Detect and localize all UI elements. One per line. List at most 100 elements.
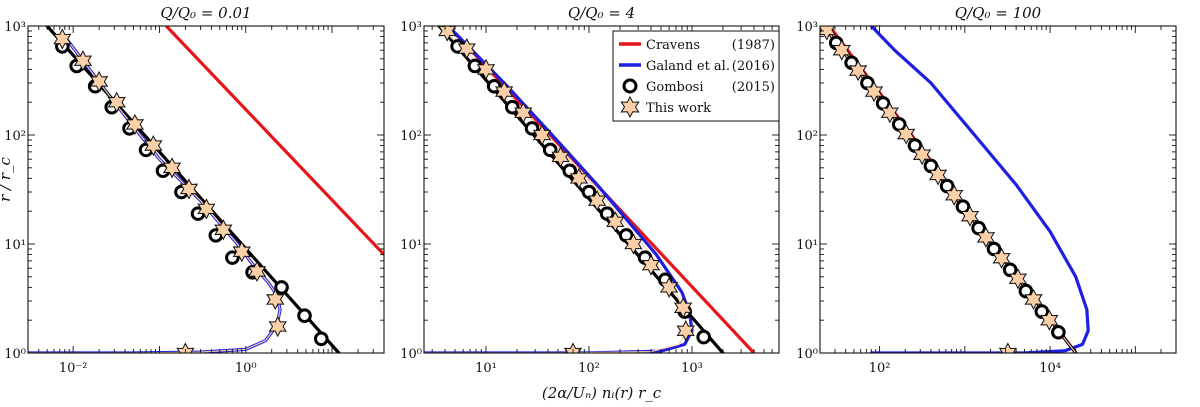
marker-star-this-work (848, 59, 868, 82)
marker-star-this-work (587, 190, 607, 212)
marker-star-this-work (673, 297, 693, 319)
marker-star-this-work (624, 233, 643, 255)
marker-star-this-work (476, 58, 496, 80)
x-tick-label: 10⁰ (235, 361, 257, 376)
plot-clip-group (28, 26, 384, 353)
marker-star-this-work (1008, 268, 1028, 290)
x-axis-label: (2α/Uₙ) nᵢ(r) r_c (542, 384, 662, 402)
panel-title: Q/Q₀ = 100 (955, 4, 1042, 22)
y-tick-label: 10¹ (796, 238, 818, 253)
marker-circle-gombosi-2015 (955, 199, 971, 214)
y-tick-label: 10¹ (400, 238, 422, 253)
legend-box (612, 30, 780, 122)
x-tick-label: 10⁴ (1039, 361, 1061, 376)
legend-label-galand-et-al: Galand et al. (646, 59, 730, 74)
series-line-gombosi-2015 (437, 26, 725, 353)
marker-star-this-work (232, 241, 251, 263)
marker-circle-gombosi-2015 (313, 331, 329, 347)
marker-circle-gombosi-2015 (1002, 262, 1018, 278)
legend: Cravens (1987)Galand et al. (2016) Gombosi (… (612, 30, 780, 122)
panel-q-100: 10² 10⁴ 10⁰ 10¹ 10² 10³ Q/Q₀ = 100 (796, 4, 1177, 376)
marker-star-this-work (73, 50, 93, 72)
legend-label-gombosi: Gombosi (646, 80, 704, 95)
plot-clip-group (424, 26, 756, 353)
marker-star-this-work (563, 342, 583, 353)
marker-star-this-work (928, 164, 948, 186)
marker-star-this-work (494, 81, 514, 103)
axes-frame (27, 25, 385, 354)
y-tick-label: 10³ (796, 20, 818, 35)
marker-star-this-work (976, 226, 996, 248)
marker-star-this-work (162, 157, 182, 179)
y-tick-label: 10³ (400, 20, 422, 35)
axes-frame (423, 25, 780, 354)
y-tick-label: 10⁰ (4, 347, 26, 362)
y-tick-label: 10² (796, 129, 818, 144)
y-tick-label: 10² (4, 129, 26, 144)
marker-star-this-work (659, 276, 679, 298)
marker-star-this-work (179, 178, 199, 200)
plot-area (28, 26, 384, 353)
marker-star-this-work (1024, 288, 1043, 311)
marker-star-this-work (125, 113, 145, 136)
legend-year-galand-et-al: (2016) (732, 59, 775, 74)
marker-star-this-work (197, 198, 216, 220)
marker-star-this-work (896, 123, 916, 145)
marker-star-this-work (569, 167, 589, 189)
marker-circle-gombosi-2015 (297, 308, 312, 323)
marker-star-this-work (266, 288, 285, 311)
panel-title: Q/Q₀ = 0.01 (160, 4, 251, 22)
marker-star-this-work (998, 342, 1018, 353)
plot-area (820, 26, 1176, 353)
marker-star-this-work (532, 124, 552, 146)
marker-star-this-work (268, 315, 287, 338)
legend-swatch-gombosi (622, 78, 638, 94)
marker-circle-gombosi-2015 (696, 329, 712, 345)
legend-year-gombosi: (2015) (732, 80, 775, 95)
marker-star-this-work (880, 102, 900, 124)
marker-star-this-work (832, 39, 851, 61)
marker-star-this-work (247, 260, 267, 283)
legend-label-cravens: Cravens (646, 38, 700, 53)
panel-q-4: 10¹ 10² 10³ 10⁰ 10¹ 10² 10³ Q/Q₀ = 4 (2α/Uₙ) nᵢ(… (400, 4, 780, 402)
legend-label-this-work: This work (646, 101, 711, 116)
marker-star-this-work (676, 320, 695, 342)
marker-star-this-work (945, 184, 964, 206)
x-tick-label: 10³ (681, 361, 703, 376)
legend-swatch-this-work (620, 95, 640, 119)
panel-q-0-01: 10⁻² 10⁰ 10⁰ 10¹ 10² 10³ Q/Q₀ = 0.01 r / r_c (0, 4, 385, 376)
y-tick-label: 10⁰ (796, 347, 818, 362)
marker-circle-gombosi-2015 (504, 99, 520, 115)
marker-star-this-work (551, 146, 570, 168)
panel-title: Q/Q₀ = 4 (568, 4, 635, 22)
axes-frame (819, 25, 1177, 354)
marker-star-this-work (514, 102, 533, 124)
y-axis-label: r / r_c (0, 156, 14, 201)
y-tick-label: 10² (400, 129, 422, 144)
axes (819, 25, 1177, 354)
marker-star-this-work (176, 342, 195, 353)
marker-star-this-work (606, 211, 625, 233)
y-tick-label: 10¹ (4, 238, 26, 253)
series-line-cravens-1987 (165, 26, 384, 256)
legend-year-cravens: (1987) (732, 38, 775, 53)
marker-star-this-work (457, 38, 476, 60)
marker-circle-gombosi-2015 (971, 220, 986, 236)
y-tick-label: 10³ (4, 20, 26, 35)
series-line-galand-et-al-2016 (869, 26, 1090, 353)
x-tick-label: 10⁻² (59, 361, 88, 376)
x-tick-label: 10² (869, 361, 891, 376)
marker-circle-gombosi-2015 (891, 117, 907, 132)
marker-star-this-work (107, 91, 126, 113)
marker-star-this-work (960, 205, 980, 227)
marker-star-this-work (89, 70, 109, 93)
marker-circle-gombosi-2015 (599, 206, 615, 221)
marker-star-this-work (641, 254, 661, 276)
y-tick-label: 10⁰ (400, 347, 422, 362)
marker-star-this-work (53, 28, 72, 50)
marker-star-this-work (820, 26, 836, 41)
x-tick-label: 10² (578, 361, 600, 376)
marker-circle-gombosi-2015 (1018, 283, 1034, 299)
marker-circle-gombosi-2015 (581, 184, 597, 200)
